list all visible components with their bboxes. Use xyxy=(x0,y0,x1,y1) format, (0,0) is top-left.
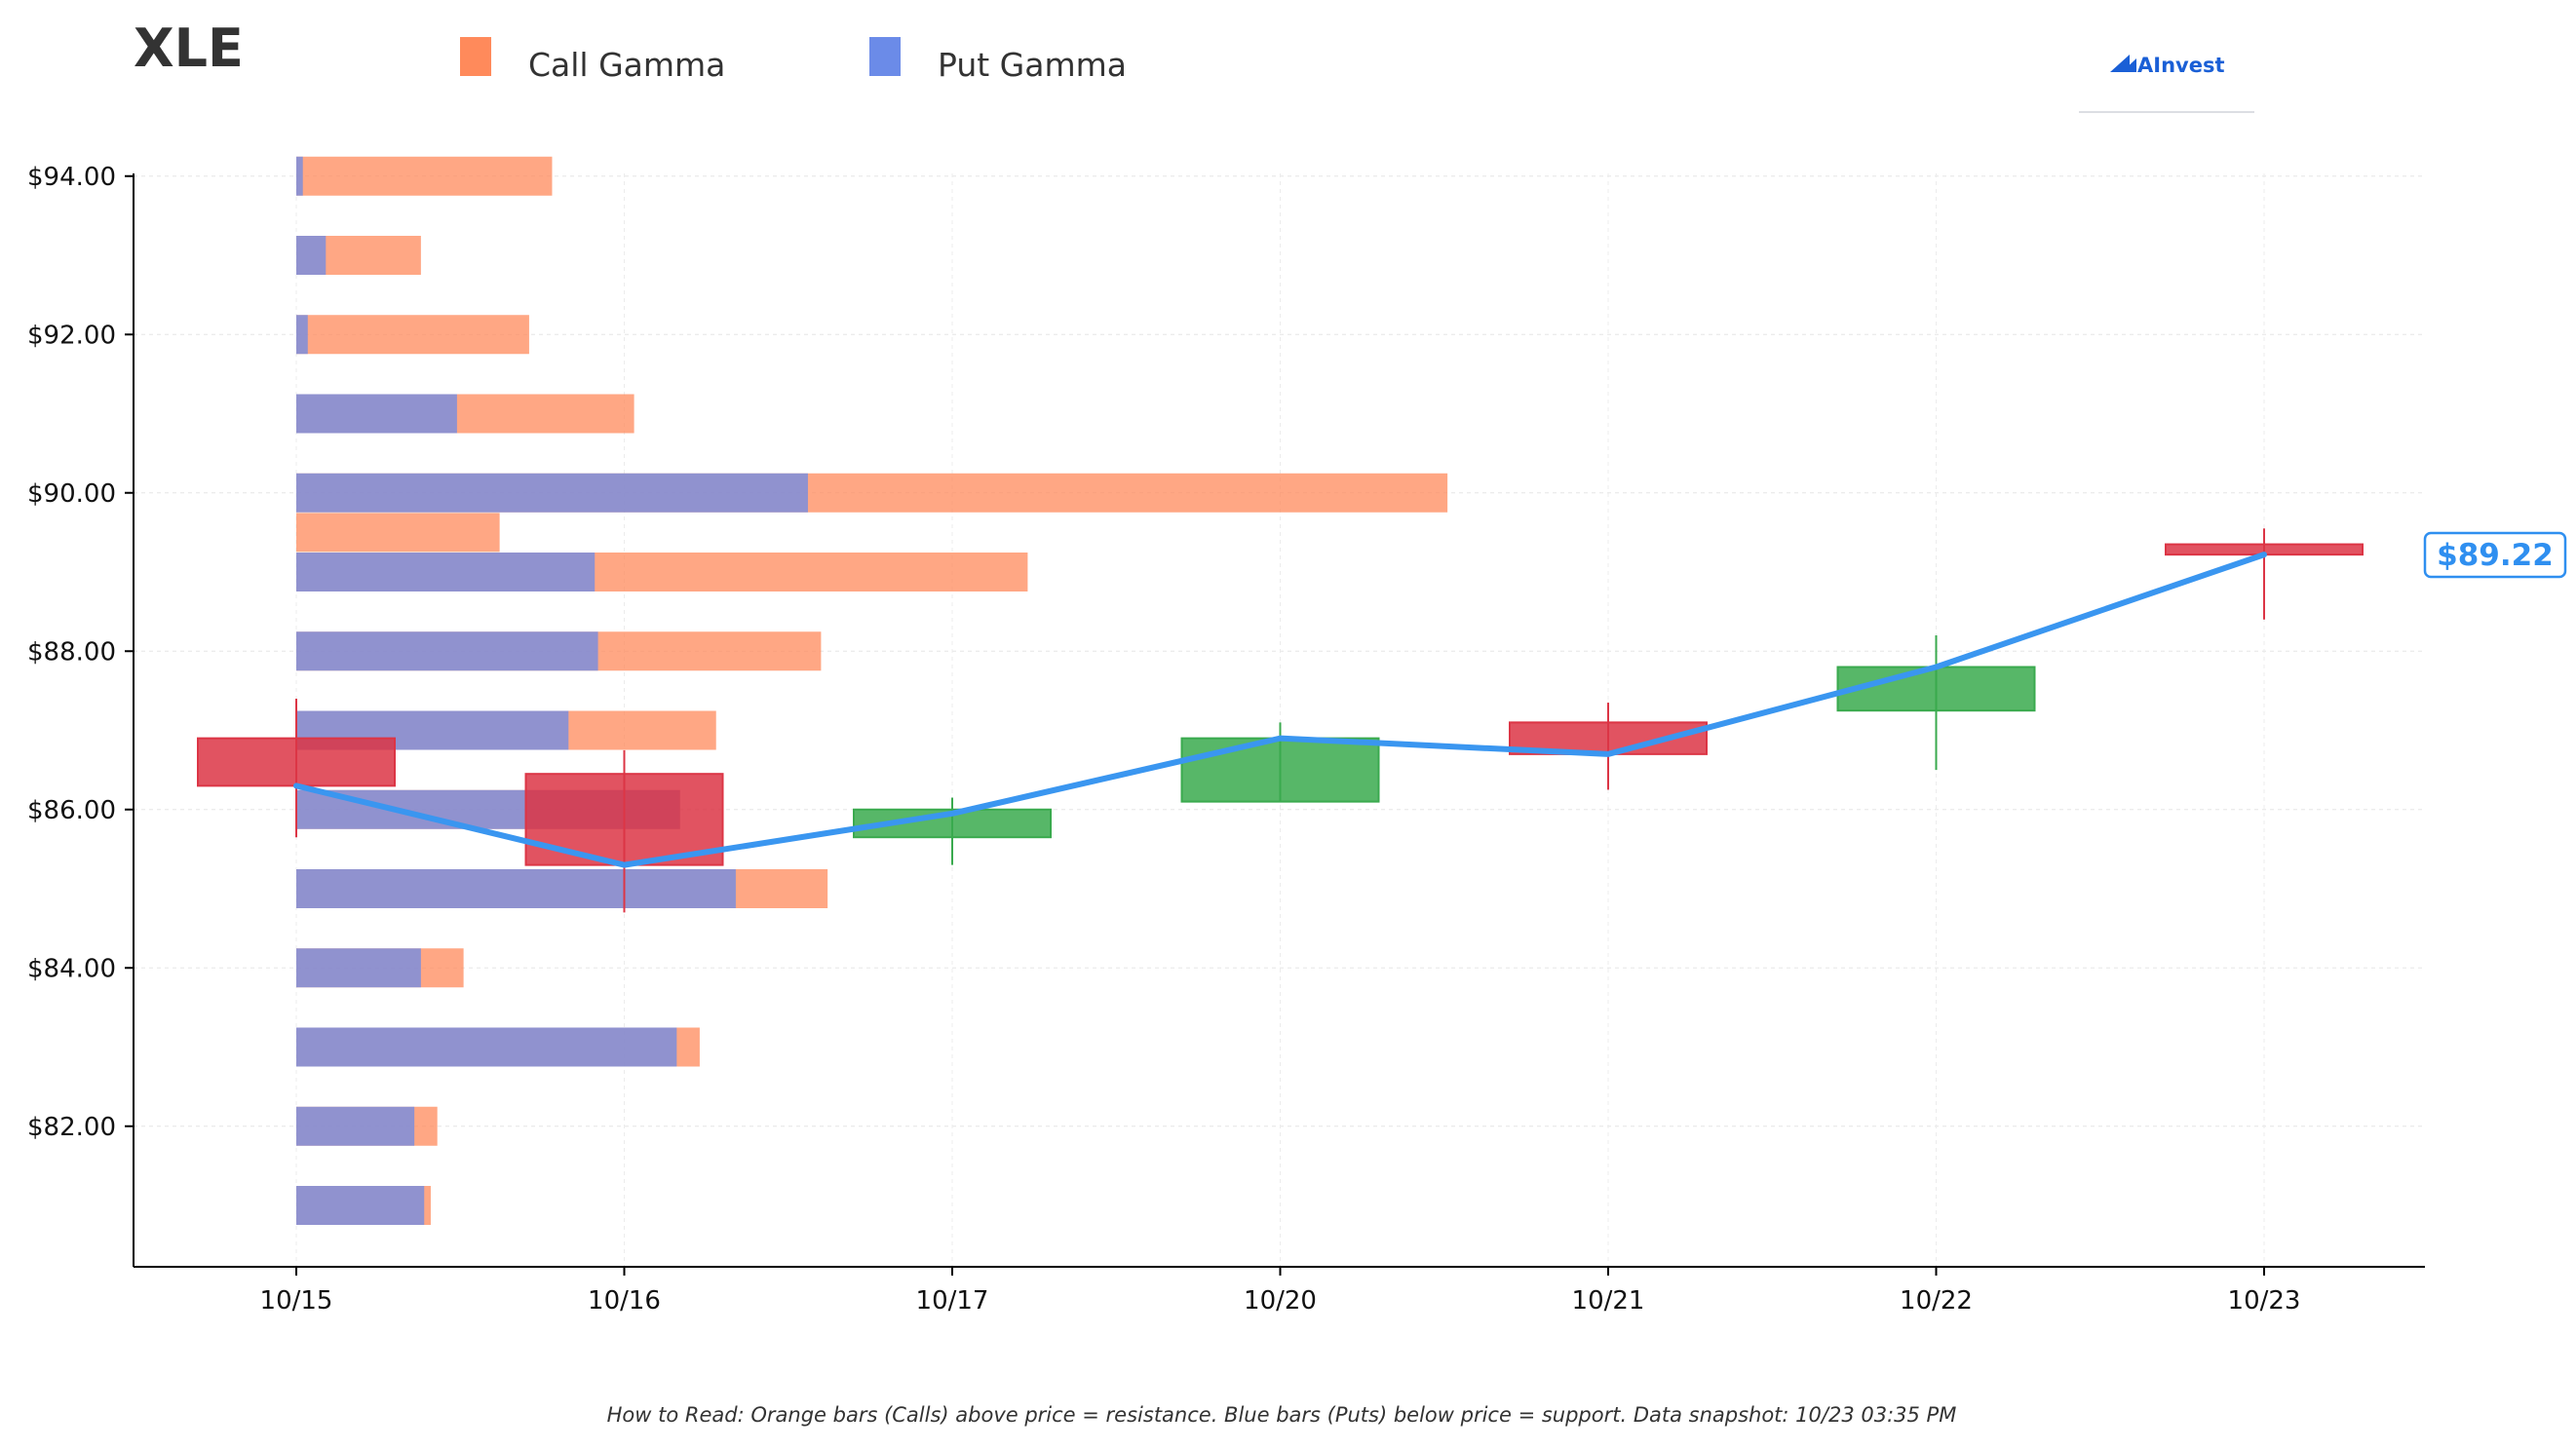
put-gamma-bar-10 xyxy=(296,869,736,908)
call-gamma-bar-0 xyxy=(296,156,553,196)
put-gamma-bar-1 xyxy=(296,236,327,275)
legend-swatch-call xyxy=(460,37,491,76)
put-gamma-bar-13 xyxy=(296,1106,415,1146)
y-tick-label-4: $90.00 xyxy=(27,479,116,509)
y-tick-label-2: $86.00 xyxy=(27,796,116,825)
y-tick-label-1: $84.00 xyxy=(27,954,116,983)
x-tick-label-5: 10/22 xyxy=(1900,1286,1973,1316)
y-tick-label-6: $94.00 xyxy=(27,163,116,192)
put-gamma-bar-7 xyxy=(296,631,598,671)
legend: Call Gamma Put Gamma xyxy=(460,37,1127,84)
legend-label-call: Call Gamma xyxy=(528,46,725,84)
y-tick-label-0: $82.00 xyxy=(27,1113,116,1142)
x-ticks: 10/15 10/16 10/17 10/20 10/21 10/22 10/23 xyxy=(260,1267,2301,1316)
legend-swatch-put xyxy=(869,37,901,76)
x-tick-label-3: 10/20 xyxy=(1244,1286,1317,1316)
logo-text: AInvest xyxy=(2137,54,2225,77)
ticker-title: XLE xyxy=(134,18,244,79)
logo-mark-icon xyxy=(2110,55,2136,72)
put-gamma-bar-4 xyxy=(296,473,808,513)
y-tick-label-3: $88.00 xyxy=(27,637,116,667)
close-price-line xyxy=(293,552,2267,868)
y-ticks: $82.00 $84.00 $86.00 $88.00 $90.00 $92.00 $94.… xyxy=(27,163,134,1142)
put-gamma-bar-2 xyxy=(296,315,308,355)
x-tick-label-2: 10/17 xyxy=(916,1286,989,1316)
current-price-box xyxy=(2423,531,2567,579)
candle-body-0 xyxy=(197,737,396,787)
y-tick-label-5: $92.00 xyxy=(27,321,116,350)
call-gamma-bar-2 xyxy=(296,315,529,355)
put-gamma-bar-0 xyxy=(296,156,303,196)
x-tick-label-4: 10/21 xyxy=(1572,1286,1645,1316)
put-gamma-bar-3 xyxy=(296,394,457,434)
current-price-tag: $89.22 xyxy=(2423,531,2567,579)
put-gamma-bar-11 xyxy=(296,948,421,988)
candlesticks xyxy=(197,528,2364,913)
x-tick-label-1: 10/16 xyxy=(588,1286,661,1316)
candle-body-5 xyxy=(1836,666,2036,712)
ainvest-logo: AInvest xyxy=(2079,54,2254,113)
candle-body-3 xyxy=(1180,737,1380,803)
put-gamma-bar-14 xyxy=(296,1186,425,1225)
call-gamma-bar-5 xyxy=(296,513,500,553)
current-price-label: $89.22 xyxy=(2437,538,2554,573)
footnote: How to Read: Orange bars (Calls) above p… xyxy=(607,1403,1957,1427)
x-tick-label-6: 10/23 xyxy=(2228,1286,2301,1316)
close-line xyxy=(293,552,2267,868)
x-tick-label-0: 10/15 xyxy=(260,1286,333,1316)
put-gamma-bar-6 xyxy=(296,553,596,591)
gamma-bars xyxy=(296,156,1448,1225)
put-gamma-bar-12 xyxy=(296,1027,677,1067)
legend-label-put: Put Gamma xyxy=(938,46,1127,84)
